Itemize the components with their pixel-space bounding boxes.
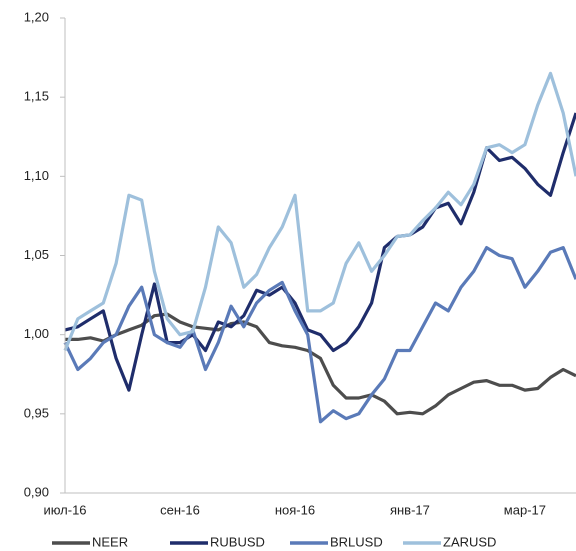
x-tick-label: сен-16 bbox=[160, 502, 200, 517]
y-tick-label: 1,10 bbox=[24, 168, 49, 183]
plot-area bbox=[63, 71, 576, 424]
x-tick-label: янв-17 bbox=[390, 502, 430, 517]
x-tick-label: июл-16 bbox=[43, 502, 86, 517]
legend-label: RUBUSD bbox=[210, 534, 265, 549]
legend-label: NEER bbox=[92, 534, 128, 549]
y-tick-label: 1,05 bbox=[24, 247, 49, 262]
x-tick-label: мар-17 bbox=[504, 502, 546, 517]
series-line bbox=[63, 246, 576, 424]
x-tick-label: ноя-16 bbox=[275, 502, 315, 517]
y-tick-label: 0,90 bbox=[24, 484, 49, 499]
series-line bbox=[64, 112, 576, 392]
y-tick-label: 1,00 bbox=[24, 326, 49, 341]
series-line bbox=[63, 71, 576, 352]
y-tick-label: 1,20 bbox=[24, 9, 49, 24]
legend-label: ZARUSD bbox=[443, 534, 496, 549]
legend-label: BRLUSD bbox=[330, 534, 383, 549]
y-tick-label: 1,15 bbox=[24, 89, 49, 104]
y-tick-label: 0,95 bbox=[24, 405, 49, 420]
